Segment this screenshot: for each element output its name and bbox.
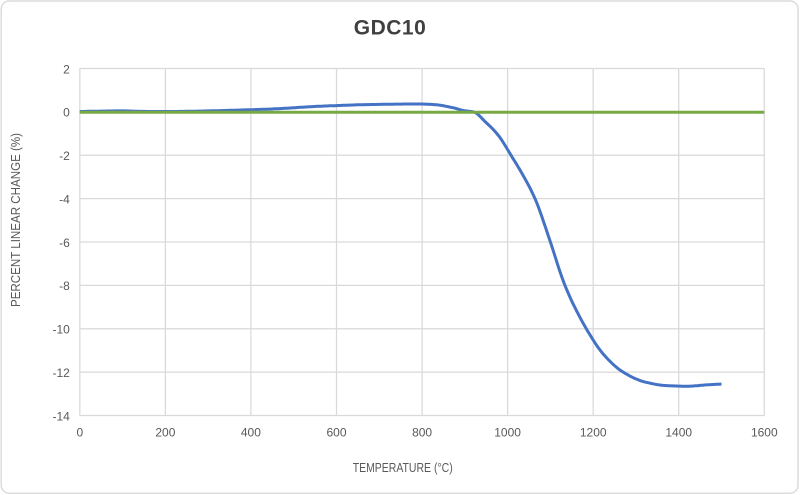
svg-text:800: 800 — [412, 426, 432, 440]
svg-text:600: 600 — [326, 426, 346, 440]
svg-text:-12: -12 — [52, 366, 70, 380]
svg-text:0: 0 — [76, 426, 83, 440]
svg-text:1400: 1400 — [665, 426, 692, 440]
svg-text:1600: 1600 — [751, 426, 778, 440]
svg-text:200: 200 — [155, 426, 175, 440]
svg-text:-2: -2 — [59, 149, 70, 163]
svg-text:-10: -10 — [52, 323, 70, 337]
svg-text:PERCENT LINEAR CHANGE (%): PERCENT LINEAR CHANGE (%) — [9, 133, 23, 307]
svg-text:2: 2 — [63, 62, 70, 76]
svg-text:-8: -8 — [59, 279, 70, 293]
svg-text:-14: -14 — [52, 409, 70, 423]
svg-text:TEMPERATURE (°C): TEMPERATURE (°C) — [353, 461, 453, 475]
svg-text:-6: -6 — [59, 236, 70, 250]
svg-text:-4: -4 — [59, 192, 70, 206]
svg-text:GDC10: GDC10 — [354, 17, 427, 40]
svg-text:0: 0 — [63, 106, 70, 120]
svg-text:400: 400 — [241, 426, 261, 440]
svg-text:1000: 1000 — [494, 426, 521, 440]
svg-text:1200: 1200 — [580, 426, 607, 440]
